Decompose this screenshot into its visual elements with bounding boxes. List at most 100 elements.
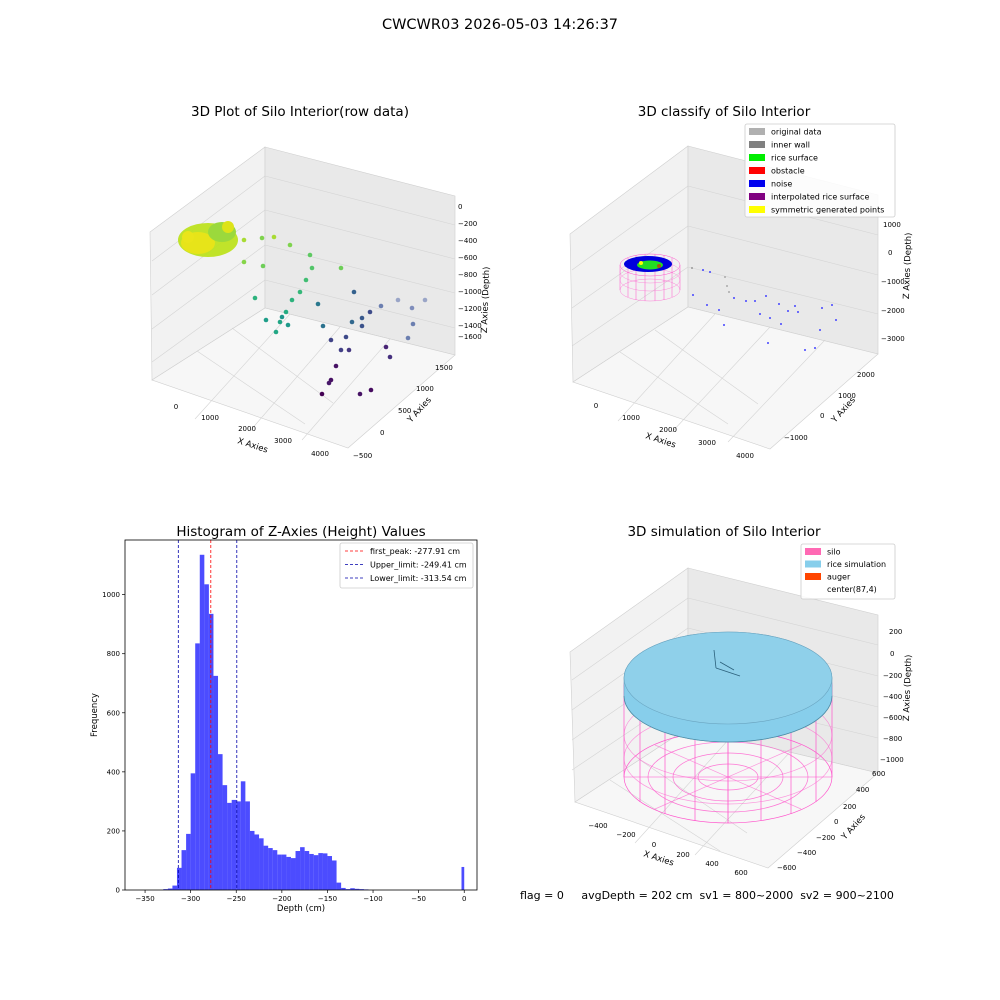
histogram-bar — [236, 801, 241, 890]
histogram-bar — [199, 554, 205, 890]
tick-label: 0 — [380, 429, 384, 437]
tick-label: −400 — [458, 237, 477, 245]
legend: silo rice simulation auger center(87,4) — [800, 543, 896, 600]
panel-classify-3d: 3D classify of Silo Interior — [569, 104, 914, 460]
histogram-bar — [318, 853, 323, 890]
histogram-bar — [313, 855, 319, 890]
tick-label: 1000 — [416, 385, 434, 393]
tick-label: −1200 — [458, 305, 482, 313]
legend-swatch — [749, 167, 765, 174]
histogram-bar — [213, 675, 219, 890]
histogram-bar — [222, 785, 228, 890]
legend-swatch — [749, 206, 765, 213]
x-tick-label: −250 — [227, 895, 246, 903]
axes-panes — [149, 146, 456, 449]
x-tick-label: −150 — [318, 895, 337, 903]
legend-swatch — [749, 193, 765, 200]
tick-label: 400 — [856, 786, 869, 794]
tick-label: −3000 — [881, 335, 905, 343]
legend-label: rice surface — [771, 154, 818, 163]
y-tick-label: 1000 — [102, 591, 120, 599]
histogram-bar — [186, 833, 191, 890]
legend-swatch — [749, 180, 765, 187]
tick-label: −400 — [797, 849, 816, 857]
tick-label: 0 — [458, 203, 462, 211]
panel-histogram: Histogram of Z-Axies (Height) Values −35… — [90, 524, 478, 914]
histogram-bar — [190, 773, 196, 890]
tick-label: 0 — [890, 650, 894, 658]
histogram-bar — [461, 866, 465, 890]
tick-label: 200 — [843, 803, 856, 811]
tick-label: 0 — [594, 402, 598, 410]
auger — [713, 649, 741, 677]
histogram-bar — [254, 834, 260, 890]
legend-label: obstacle — [771, 167, 805, 176]
tick-label: −800 — [883, 735, 902, 743]
tick-label: 600 — [734, 869, 747, 877]
histogram-bar — [309, 853, 314, 890]
chart-title: 3D simulation of Silo Interior — [627, 524, 821, 540]
tick-label: 0 — [820, 412, 824, 420]
z-axis-label: Z Axies (Depth) — [902, 232, 914, 299]
z-axis: 200 0 −200 −400 −600 −800 −1000 Z Axies … — [880, 628, 914, 764]
histogram-bar — [163, 889, 168, 890]
x-axis-label: X Axies — [644, 431, 677, 450]
tick-label: −1600 — [458, 333, 482, 341]
tick-label: 400 — [705, 860, 718, 868]
x-axis-label: Depth (cm) — [277, 904, 325, 914]
legend-label: noise — [771, 180, 792, 189]
legend-swatch — [749, 154, 765, 161]
figure-title: CWCWR03 2026-05-03 14:26:37 — [381, 17, 619, 33]
plot-frame — [124, 539, 478, 891]
z-axis: 0 −200 −400 −600 −800 −1000 −1200 −1400 … — [458, 203, 492, 341]
rice-surface-points — [624, 256, 672, 272]
tick-label: −1000 — [458, 288, 482, 296]
x-axis-label: X Axies — [642, 849, 675, 868]
histogram-bar — [304, 851, 310, 890]
tick-label: 1500 — [435, 364, 453, 372]
tick-label: 1000 — [201, 414, 219, 422]
histogram-bar — [277, 854, 282, 890]
histogram-bar — [345, 889, 351, 890]
tick-label: 1000 — [622, 414, 640, 422]
tick-label: −600 — [458, 254, 477, 262]
x-tick-label: −50 — [411, 895, 426, 903]
legend-label: center(87,4) — [827, 585, 877, 594]
tick-label: −200 — [816, 834, 835, 842]
histogram-bar — [181, 850, 187, 890]
histogram-bar — [341, 887, 346, 890]
tick-label: 200 — [889, 628, 902, 636]
histogram-bar — [240, 781, 246, 890]
histogram-bars — [163, 554, 465, 890]
histogram-bar — [227, 802, 232, 890]
tick-label: 2000 — [857, 371, 875, 379]
tick-label: 1000 — [838, 392, 856, 400]
histogram-bar — [231, 799, 237, 890]
histogram-bar — [272, 850, 278, 890]
y-tick-label: 600 — [107, 709, 120, 717]
chart-title: 3D Plot of Silo Interior(row data) — [191, 104, 409, 120]
legend: first_peak: -277.91 cm Upper_limit: -249.… — [339, 542, 474, 589]
status-line: flag = 0 avgDepth = 202 cm sv1 = 800~200… — [520, 889, 894, 902]
legend-swatch — [805, 548, 821, 555]
legend-label: auger — [827, 573, 851, 582]
z-axis-label: Z Axies (Depth) — [902, 654, 914, 721]
histogram-bar — [322, 853, 328, 890]
tick-label: −200 — [883, 672, 902, 680]
tick-label: 600 — [872, 770, 885, 778]
histogram-bar — [245, 801, 250, 890]
legend-label: symmetric generated points — [771, 206, 884, 215]
tick-label: 3000 — [698, 439, 716, 447]
z-axis-label: Z Axies (Depth) — [480, 266, 492, 333]
tick-label: −400 — [883, 693, 902, 701]
histogram-bar — [350, 888, 355, 890]
tick-label: −1000 — [880, 756, 904, 764]
histogram-bar — [218, 754, 223, 890]
tick-label: −400 — [588, 822, 607, 830]
tick-label: −1000 — [784, 434, 808, 442]
histogram-bar — [359, 889, 364, 890]
tick-label: −1000 — [881, 278, 905, 286]
z-axis: 1000 0 −1000 −2000 −3000 Z Axies (Depth) — [881, 221, 914, 343]
histogram-bar — [332, 860, 337, 890]
tick-label: 2000 — [659, 426, 677, 434]
